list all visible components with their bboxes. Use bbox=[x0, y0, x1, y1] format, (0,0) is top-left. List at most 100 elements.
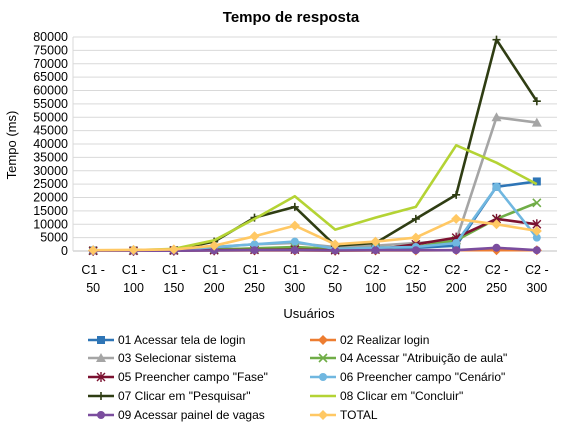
x-tick-label: C2 -150 bbox=[404, 263, 428, 295]
legend-label: 06 Preencher campo "Cenário" bbox=[340, 370, 505, 384]
data-point bbox=[249, 231, 260, 242]
legend-swatch-marker bbox=[319, 373, 327, 381]
y-tick-label: 55000 bbox=[33, 97, 68, 111]
legend-swatch-marker bbox=[97, 392, 105, 400]
series-10 bbox=[88, 213, 542, 256]
y-tick-label: 30000 bbox=[33, 164, 68, 178]
data-point bbox=[290, 246, 299, 255]
x-tick-label: C2 -50 bbox=[323, 263, 347, 295]
y-tick-label: 80000 bbox=[33, 30, 68, 44]
x-tick-label: C1 -100 bbox=[122, 263, 146, 295]
data-point bbox=[492, 182, 501, 191]
legend-item: 02 Realizar login bbox=[310, 333, 429, 347]
y-tick-label: 50000 bbox=[33, 110, 68, 124]
legend-swatch-marker bbox=[96, 353, 106, 362]
data-point bbox=[531, 117, 542, 127]
legend-item: 09 Acessar painel de vagas bbox=[88, 408, 265, 422]
plot-area bbox=[88, 35, 542, 256]
y-axis-title: Tempo (ms) bbox=[4, 111, 19, 180]
data-point bbox=[331, 246, 340, 255]
series-line bbox=[93, 180, 537, 252]
data-point bbox=[492, 35, 501, 44]
legend-label: TOTAL bbox=[340, 408, 378, 422]
data-point bbox=[532, 198, 542, 208]
data-point bbox=[452, 238, 461, 247]
x-tick-label: C1 -200 bbox=[202, 263, 226, 295]
legend-item: 01 Acessar tela de login bbox=[88, 333, 245, 347]
y-tick-label: 10000 bbox=[33, 217, 68, 231]
data-point bbox=[491, 219, 502, 230]
data-point bbox=[410, 232, 421, 243]
data-point bbox=[209, 240, 220, 251]
x-tick-label: C2 -300 bbox=[525, 263, 549, 295]
legend-item: TOTAL bbox=[310, 408, 378, 422]
legend-swatch-marker bbox=[97, 411, 105, 419]
legend: 01 Acessar tela de login 02 Realizar logi… bbox=[88, 333, 507, 422]
y-tick-label: 0 bbox=[61, 244, 68, 258]
data-point bbox=[452, 190, 461, 199]
series-6 bbox=[89, 182, 541, 255]
data-point bbox=[128, 244, 139, 255]
x-axis-ticks: C1 -50 C1 -100 C1 -150 C1 -200 C1 -250 C1 -30… bbox=[81, 263, 548, 295]
series-line bbox=[93, 38, 538, 252]
data-point bbox=[492, 243, 501, 252]
legend-label: 04 Acessar "Atribuição de aula" bbox=[340, 351, 507, 365]
x-tick-label: C1 -50 bbox=[81, 263, 105, 295]
x-tick-label: C1 -150 bbox=[162, 263, 186, 295]
y-tick-label: 20000 bbox=[33, 191, 68, 205]
legend-swatch-marker bbox=[318, 353, 328, 363]
data-point bbox=[290, 202, 299, 211]
legend-label: 05 Preencher campo "Fase" bbox=[118, 370, 268, 384]
x-tick-label: C1 -250 bbox=[243, 263, 267, 295]
x-tick-label: C2 -100 bbox=[364, 263, 388, 295]
series-3 bbox=[88, 112, 542, 255]
legend-item: 08 Clicar em "Concluir" bbox=[310, 389, 463, 403]
data-point bbox=[289, 220, 300, 231]
data-point bbox=[531, 225, 542, 236]
data-point bbox=[452, 246, 461, 255]
y-tick-label: 65000 bbox=[33, 70, 68, 84]
data-point bbox=[532, 246, 541, 255]
y-tick-label: 25000 bbox=[33, 177, 68, 191]
y-tick-label: 60000 bbox=[33, 84, 68, 98]
y-tick-label: 45000 bbox=[33, 124, 68, 138]
data-point bbox=[411, 214, 420, 223]
legend-label: 08 Clicar em "Concluir" bbox=[340, 389, 463, 403]
legend-label: 07 Clicar em "Pesquisar" bbox=[118, 389, 251, 403]
x-tick-label: C1 -300 bbox=[283, 263, 307, 295]
y-axis-ticks: 0500010000150002000025000300003500040000… bbox=[33, 30, 68, 258]
gridlines bbox=[72, 36, 557, 252]
chart-title: Tempo de resposta bbox=[223, 9, 360, 26]
y-tick-label: 40000 bbox=[33, 137, 68, 151]
data-point bbox=[370, 236, 381, 247]
legend-swatch-marker bbox=[96, 372, 106, 382]
legend-item: 04 Acessar "Atribuição de aula" bbox=[310, 351, 507, 365]
legend-swatch-marker bbox=[318, 410, 328, 420]
data-point bbox=[290, 237, 299, 246]
x-tick-label: C2 -250 bbox=[485, 263, 509, 295]
data-point bbox=[250, 240, 259, 249]
data-point bbox=[411, 246, 420, 255]
legend-swatch-marker bbox=[97, 336, 105, 344]
legend-item: 05 Preencher campo "Fase" bbox=[88, 370, 268, 384]
y-tick-label: 75000 bbox=[33, 43, 68, 57]
legend-item: 06 Preencher campo "Cenário" bbox=[310, 370, 505, 384]
legend-label: 03 Selecionar sistema bbox=[118, 351, 236, 365]
data-point bbox=[532, 233, 541, 242]
data-point bbox=[250, 246, 259, 255]
legend-item: 07 Clicar em "Pesquisar" bbox=[88, 389, 251, 403]
legend-item: 03 Selecionar sistema bbox=[88, 351, 236, 365]
data-point bbox=[532, 177, 541, 186]
data-point bbox=[371, 246, 380, 255]
legend-label: 09 Acessar painel de vagas bbox=[118, 408, 265, 422]
y-tick-label: 70000 bbox=[33, 57, 68, 71]
y-tick-label: 15000 bbox=[33, 204, 68, 218]
legend-label: 01 Acessar tela de login bbox=[118, 333, 245, 347]
data-point bbox=[532, 97, 541, 106]
data-point bbox=[88, 245, 99, 256]
x-tick-label: C2 -200 bbox=[444, 263, 468, 295]
x-axis-title: Usuários bbox=[283, 306, 335, 321]
y-tick-label: 35000 bbox=[33, 150, 68, 164]
